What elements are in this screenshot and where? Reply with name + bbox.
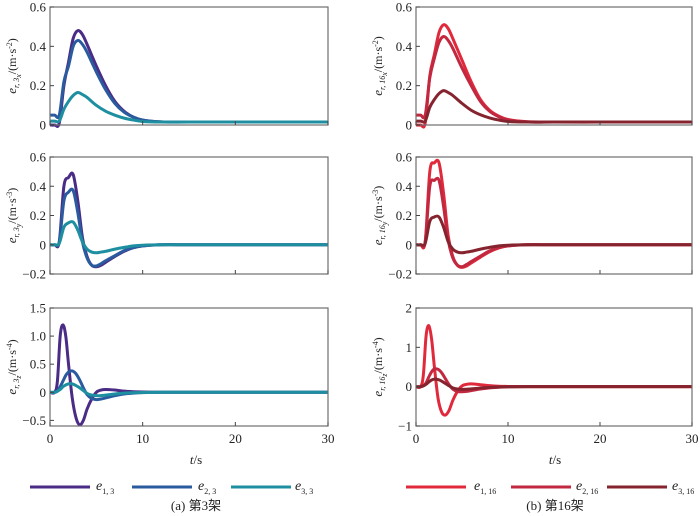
legend-item: e3, 16 bbox=[607, 479, 694, 496]
y-axis-label: er, 16x/(m·s-2) bbox=[370, 36, 389, 96]
series-line-3 bbox=[50, 91, 328, 124]
legend-item: e2, 16 bbox=[511, 479, 598, 496]
panel-a-z: 0 10 20 30−0.500.51.01.5er, 3z/(m·s-4) bbox=[4, 301, 335, 447]
y-tick-label: −0.2 bbox=[388, 267, 412, 282]
y-axis-label: er, 3z/(m·s-4) bbox=[4, 339, 23, 394]
y-tick-label: 0.4 bbox=[396, 179, 413, 194]
series-line-2 bbox=[50, 187, 328, 268]
panel-a-x: 0 0.2 0.4 0.6 er, 3x/(m·s-2) bbox=[4, 0, 329, 133]
x-tick-label: 0 bbox=[413, 431, 420, 446]
y-tick-label: 0.2 bbox=[396, 208, 412, 223]
x-tick-label: 30 bbox=[686, 431, 699, 446]
panel-b-y: −0.2 0 0.2 0.4 0.6 er, 16y/(m·s-3) bbox=[370, 150, 693, 282]
y-tick-label: 1.5 bbox=[30, 301, 46, 316]
y-tick-label: 1.0 bbox=[30, 329, 46, 344]
legend-label: e1, 16 bbox=[474, 479, 496, 496]
y-tick-label: 0.6 bbox=[30, 0, 47, 15]
legend-label: e2, 16 bbox=[576, 479, 598, 496]
x-tick-label: 20 bbox=[594, 431, 607, 446]
y-tick-label: 0.4 bbox=[30, 39, 47, 54]
y-tick-label: 0 bbox=[40, 237, 47, 252]
legend-label: e2, 3 bbox=[198, 479, 216, 496]
y-tick-label: 0 bbox=[406, 379, 413, 394]
x-tick-label: 10 bbox=[502, 431, 515, 446]
y-tick-label: 0 bbox=[406, 237, 413, 252]
plot-frame bbox=[415, 6, 693, 126]
y-tick-label: 0.2 bbox=[30, 208, 46, 223]
y-tick-label: 0.4 bbox=[30, 179, 47, 194]
y-tick-label: 0.4 bbox=[396, 39, 413, 54]
y-tick-label: 0.5 bbox=[30, 357, 46, 372]
plot-frame bbox=[49, 307, 329, 427]
y-axis-label: er, 16z/(m·s-4) bbox=[370, 337, 389, 396]
legend-item: e2, 3 bbox=[132, 479, 216, 496]
y-axis-label: er, 3x/(m·s-2) bbox=[4, 38, 23, 94]
y-tick-label: 0.6 bbox=[396, 0, 413, 15]
y-tick-label: −1 bbox=[398, 419, 412, 434]
y-tick-label: −0.2 bbox=[22, 267, 46, 282]
y-tick-label: −0.5 bbox=[22, 413, 46, 428]
plot-frame bbox=[415, 156, 693, 275]
series-line-3 bbox=[416, 89, 692, 124]
y-tick-label: 0 bbox=[40, 385, 47, 400]
series-line-3 bbox=[50, 382, 328, 398]
legend-item: e1, 3 bbox=[30, 479, 114, 496]
series-line-3 bbox=[416, 377, 692, 391]
caption-b: (b) 第16架 bbox=[526, 498, 583, 513]
x-tick-label: 30 bbox=[322, 431, 335, 446]
xlabel-b: t/s bbox=[549, 452, 561, 467]
y-tick-label: 0 bbox=[406, 118, 413, 133]
y-tick-label: 0.2 bbox=[396, 78, 412, 93]
y-tick-label: 0 bbox=[40, 118, 47, 133]
x-tick-label: 0 bbox=[47, 431, 54, 446]
legend-label: e3, 3 bbox=[295, 479, 313, 496]
x-tick-label: 10 bbox=[136, 431, 149, 446]
xlabel-a: t/s bbox=[190, 452, 202, 467]
y-tick-label: 0.2 bbox=[30, 78, 46, 93]
panel-a-y: −0.2 0 0.2 0.4 0.6 er, 3y/(m·s-3) bbox=[4, 150, 329, 282]
legend-b: e1, 16 e2, 16 e3, 16 bbox=[406, 479, 694, 496]
legend-item: e3, 3 bbox=[231, 479, 313, 496]
y-tick-label: 0.6 bbox=[30, 150, 47, 165]
legend-a: e1, 3 e2, 3 e3, 3 bbox=[30, 479, 313, 496]
series-line-1 bbox=[50, 323, 328, 427]
caption-a: (a) 第3架 bbox=[171, 498, 221, 513]
legend-label: e3, 16 bbox=[672, 479, 694, 496]
series-line-3 bbox=[50, 220, 328, 255]
y-tick-label: 2 bbox=[406, 301, 413, 316]
series-line-1 bbox=[416, 23, 692, 129]
y-axis-label: er, 16y/(m·s-3) bbox=[370, 186, 389, 246]
x-tick-label: 20 bbox=[229, 431, 242, 446]
plot-frame bbox=[49, 6, 329, 126]
legend-item: e1, 16 bbox=[406, 479, 496, 496]
y-axis-label: er, 3y/(m·s-3) bbox=[4, 188, 23, 244]
y-tick-label: 1 bbox=[406, 340, 413, 355]
y-tick-label: 0.6 bbox=[396, 150, 413, 165]
plot-frame bbox=[415, 307, 693, 427]
plot-frame bbox=[49, 156, 329, 275]
panel-b-x: 0 0.2 0.4 0.6 er, 16x/(m·s-2) bbox=[370, 0, 693, 133]
series-line-1 bbox=[50, 29, 328, 128]
series-line-3 bbox=[416, 214, 692, 255]
legend-label: e1, 3 bbox=[96, 479, 114, 496]
series-line-1 bbox=[416, 324, 692, 417]
